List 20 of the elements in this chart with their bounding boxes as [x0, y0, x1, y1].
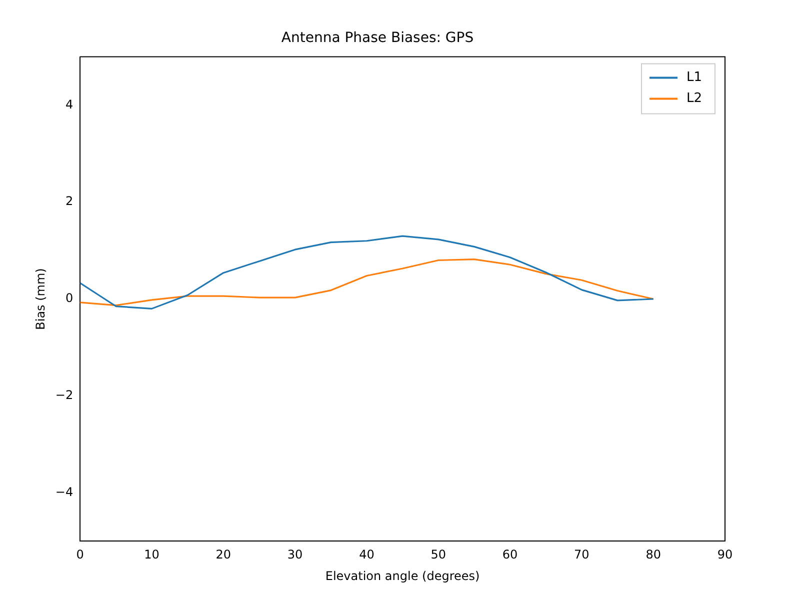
x-tick-label: 70: [574, 548, 590, 562]
chart-title: Antenna Phase Biases: GPS: [281, 30, 474, 46]
x-tick-label: 20: [216, 548, 232, 562]
y-tick-label: −2: [55, 388, 74, 402]
y-tick-label: 4: [65, 97, 74, 112]
y-axis-title: Bias (mm): [33, 268, 48, 330]
legend-label: L1: [686, 70, 702, 86]
x-tick-label: 80: [646, 548, 661, 562]
x-tick-label: 40: [359, 548, 374, 562]
x-tick-label: 60: [502, 548, 518, 562]
y-tick-label: 2: [65, 194, 74, 208]
x-tick-label: 30: [287, 548, 303, 562]
y-tick-label: −4: [55, 484, 74, 499]
legend-label: L2: [686, 91, 702, 106]
x-tick-label: 90: [717, 548, 733, 562]
x-axis-title: Elevation angle (degrees): [325, 568, 480, 583]
x-tick-label: 10: [144, 548, 160, 562]
x-tick-label: 0: [76, 548, 84, 562]
y-tick-label: 0: [65, 291, 74, 306]
x-tick-label: 50: [430, 548, 446, 562]
